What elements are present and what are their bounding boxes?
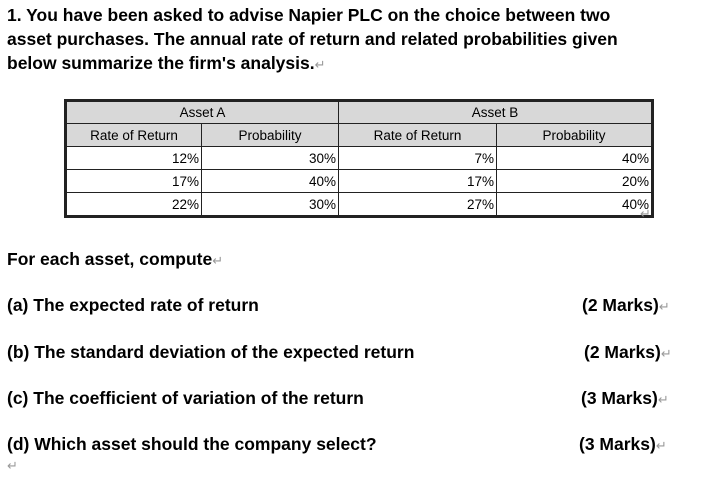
question-line-3: below summarize the firm's analysis.↵ (7, 53, 326, 73)
question-line-2: asset purchases. The annual rate of retu… (7, 29, 618, 49)
instruction-line: For each asset, compute↵ (7, 249, 224, 269)
table-group-header-row: Asset A Asset B (66, 101, 652, 124)
paragraph-mark-icon: ↵ (658, 299, 670, 314)
part-a-text: (a) The expected rate of return (7, 295, 259, 315)
column-header: Probability (496, 123, 652, 147)
question-line-1: 1. You have been asked to advise Napier … (7, 5, 611, 25)
part-b-marks: (2 Marks)↵ (584, 342, 672, 362)
table-cell: 7% (338, 146, 497, 170)
table-cell: 30% (201, 192, 339, 216)
table-column-header-row: Rate of Return Probability Rate of Retur… (66, 123, 652, 147)
table-cell: 12% (66, 146, 202, 170)
table-cell: 22% (66, 192, 202, 216)
paragraph-mark-icon: ↵ (7, 458, 18, 473)
table-cell: 40% (201, 169, 339, 193)
returns-table: Asset A Asset B Rate of Return Probabili… (64, 99, 654, 218)
paragraph-mark-icon: ↵ (660, 346, 672, 361)
column-header: Probability (201, 123, 339, 147)
asset-a-header: Asset A (66, 101, 339, 124)
table-row: 22% 30% 27% 40% (66, 192, 652, 216)
part-c-text: (c) The coefficient of variation of the … (7, 388, 364, 408)
table-cell: 27% (338, 192, 497, 216)
paragraph-mark-icon: ↵ (212, 253, 224, 268)
table-cell: 40% (496, 146, 652, 170)
table-cell: 40% (496, 192, 652, 216)
question-intro: 1. You have been asked to advise Napier … (7, 3, 699, 77)
column-header: Rate of Return (66, 123, 202, 147)
table-cell: 30% (201, 146, 339, 170)
part-c-marks: (3 Marks)↵ (581, 388, 669, 408)
table-row: 12% 30% 7% 40% (66, 146, 652, 170)
part-d-text: (d) Which asset should the company selec… (7, 434, 377, 454)
column-header: Rate of Return (338, 123, 497, 147)
part-b-text: (b) The standard deviation of the expect… (7, 342, 415, 362)
paragraph-mark-icon: ↵ (314, 57, 326, 72)
asset-b-header: Asset B (338, 101, 652, 124)
paragraph-mark-icon: ↵ (640, 206, 651, 221)
paragraph-mark-icon: ↵ (657, 392, 669, 407)
table-cell: 17% (338, 169, 497, 193)
part-d-marks: (3 Marks)↵ (579, 434, 667, 454)
table-cell: 20% (496, 169, 652, 193)
paragraph-mark-icon: ↵ (655, 438, 667, 453)
table-row: 17% 40% 17% 20% (66, 169, 652, 193)
part-a-marks: (2 Marks)↵ (582, 295, 670, 315)
table-cell: 17% (66, 169, 202, 193)
